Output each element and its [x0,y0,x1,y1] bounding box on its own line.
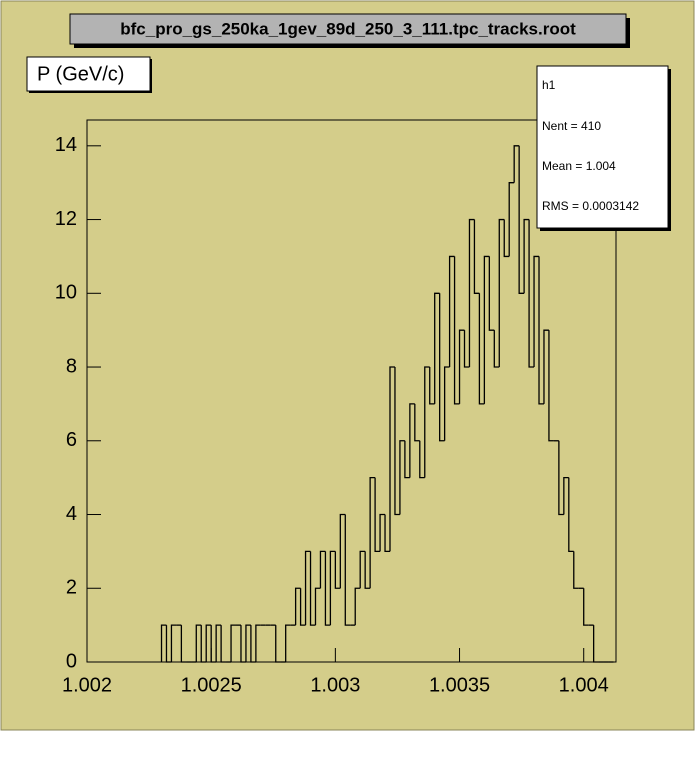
x-tick-label: 1.004 [559,674,609,696]
ylabel-box [26,56,151,92]
title-box [69,13,627,45]
histogram-bin [389,366,395,552]
histogram-bin [369,476,376,589]
histogram-bin [513,145,520,183]
histogram-bin [473,219,480,294]
histogram-bin [404,440,410,479]
histogram-bin [448,255,455,368]
histogram-bin [563,476,569,515]
histogram-bin [528,219,535,368]
histogram-bin [478,293,485,405]
histogram-bin [558,440,564,516]
y-tick-label: 0 [66,650,77,672]
histogram-bin [424,366,430,478]
histogram-bin [498,218,505,368]
histogram-bin [463,330,470,368]
stats-box [536,65,669,229]
histogram-bin [180,625,187,663]
histogram-bin [429,367,435,405]
histogram-bin [275,625,281,663]
x-tick-label: 1.0025 [181,674,242,696]
y-tick-label: 10 [55,282,77,304]
y-tick-label: 14 [55,134,77,156]
histogram-bin [319,550,326,589]
y-tick-label: 2 [66,577,77,599]
histogram-bin [230,624,237,662]
histogram-bin [503,219,510,258]
histogram-bin [533,255,540,368]
chart-title: bfc_pro_gs_250ka_1gev_89d_250_3_111.tpc_… [120,19,576,38]
histogram-bin [374,477,381,553]
histogram-bin [488,256,495,331]
histogram-bin [285,624,291,662]
y-tick-label: 6 [66,429,77,451]
histogram-bin [592,625,599,663]
histogram-bin [299,588,306,626]
histogram-bin [250,625,256,663]
histogram-bin [518,145,525,294]
stats-name: h1 [542,78,556,92]
y-tick-label: 8 [66,355,77,377]
histogram-bin [309,551,316,626]
histogram-bin [354,587,361,626]
histogram-bin [523,218,530,294]
histogram-bin [294,587,301,626]
histogram-bin [508,182,515,257]
histogram-bin [434,292,440,404]
histogram-bin [483,255,490,404]
histogram-bin [493,330,500,368]
histogram-bin [205,624,212,662]
stats-rms: RMS = 0.0003142 [542,199,639,213]
histogram-bin [439,293,445,442]
x-tick-label: 1.0035 [429,674,490,696]
histogram-bin [334,551,341,589]
histogram-bin [568,477,574,553]
histogram-bin [394,367,400,516]
stats-entries: Nent = 410 [542,119,601,133]
x-tick-label: 1.003 [310,674,360,696]
histogram-bin [548,330,554,442]
histogram-bin [468,218,475,368]
histogram-bin [240,625,246,663]
histogram-bin [304,550,311,626]
histogram-bin [573,551,579,589]
histogram-bin [344,514,351,626]
histogram-bin [245,624,251,662]
histogram-bin [255,624,261,662]
histogram-bin [399,440,405,515]
histogram-bin [339,513,346,589]
histogram-bin [215,624,222,662]
stats-mean: Mean = 1.004 [542,159,616,173]
histogram-bin [384,514,390,553]
histogram-bin [195,624,202,662]
histogram-bin [453,256,460,405]
histogram-bin [359,550,366,589]
histogram-bin [324,551,331,626]
histogram-bin [220,625,227,663]
histogram-bin [583,588,589,626]
histogram-bin [364,551,371,589]
histogram-bin [409,403,415,478]
histogram-bin [419,440,425,479]
y-tick-label: 12 [55,208,77,230]
histogram-bin [543,329,549,404]
histogram [160,145,614,663]
plot-frame [86,119,617,663]
y-axis-label: P (GeV/c) [37,63,124,85]
histogram-bin [314,587,321,626]
histogram-bin [443,366,450,441]
x-tick-label: 1.002 [62,674,112,696]
histogram-bin [379,513,386,552]
histogram-bin [200,625,207,663]
histogram-bin [170,624,177,662]
histogram-bin [160,624,167,662]
histogram-bin [414,403,420,442]
histogram-bin [538,256,544,405]
histogram-bin [165,625,172,663]
histogram-bin [458,329,465,404]
histogram-bin [329,550,336,626]
y-tick-label: 4 [66,503,77,525]
